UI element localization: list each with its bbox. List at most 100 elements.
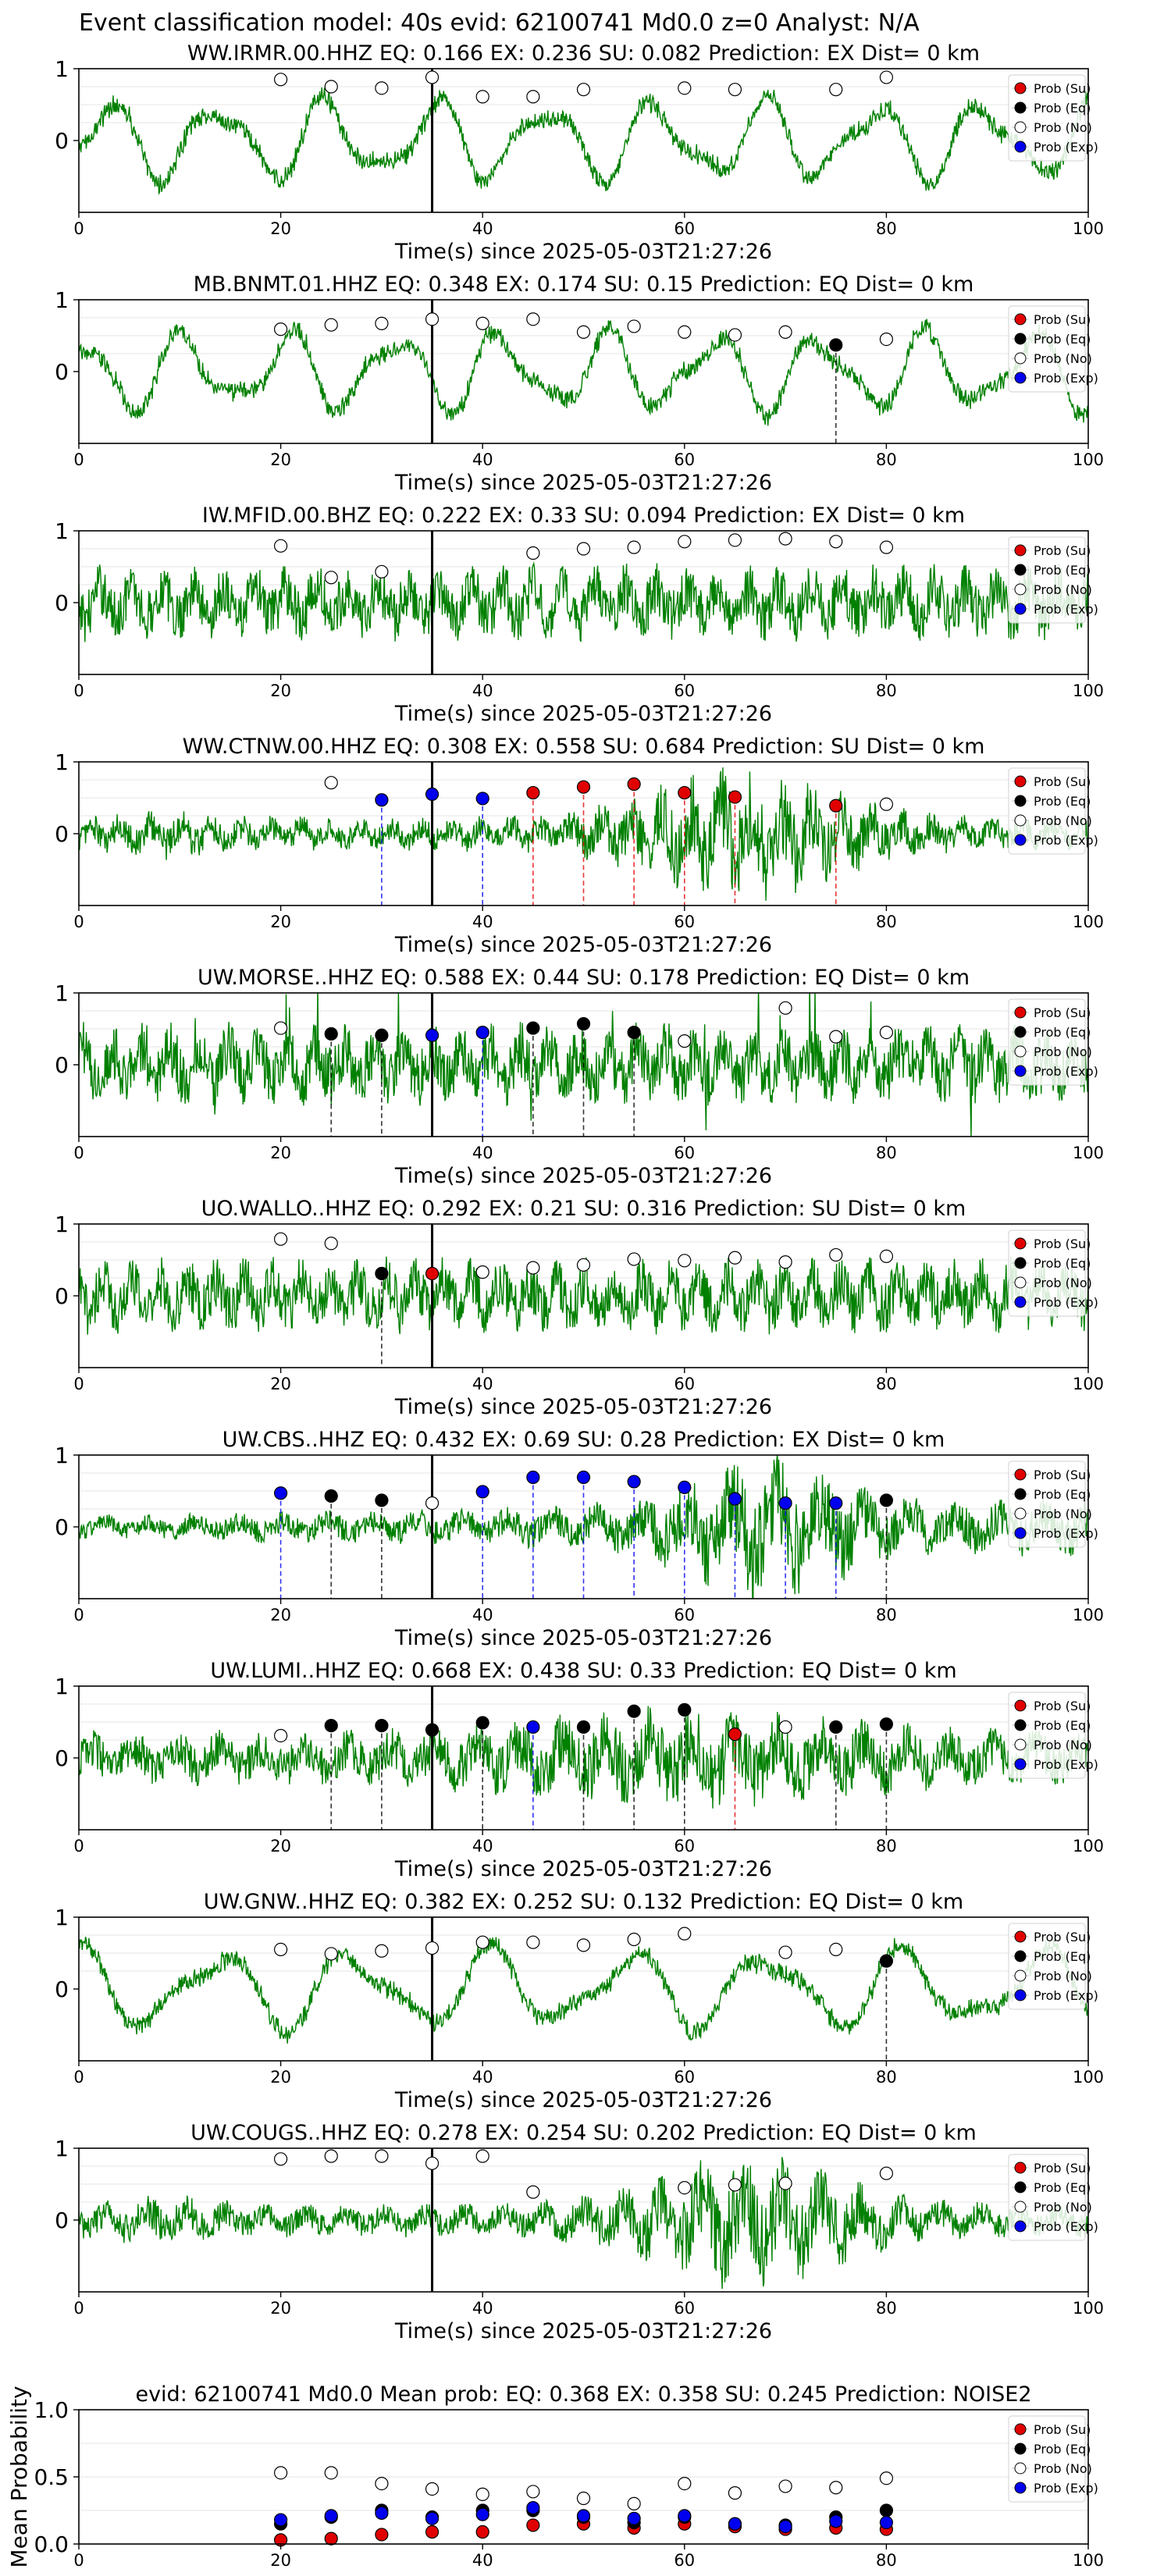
prob-marker-no [778, 325, 792, 339]
x-tick-label: 60 [674, 2299, 695, 2318]
y-tick-label: 1 [55, 1443, 69, 1468]
panel-title: UW.COUGS..HHZ EQ: 0.278 EX: 0.254 SU: 0.… [190, 2121, 977, 2145]
legend: Prob (Su) Prob (Eq) Prob (No) Prob (Exp) [1008, 2415, 1098, 2503]
prob-marker-exp [728, 1492, 742, 1506]
x-tick-label: 60 [674, 1144, 695, 1162]
prob-marker-su [829, 799, 843, 813]
mean-marker-su [425, 2524, 440, 2539]
y-tick-label: 0 [55, 1514, 69, 1540]
prob-marker-no [879, 540, 894, 554]
x-tick-label: 100 [1073, 1837, 1104, 1856]
prob-marker-no [576, 542, 591, 556]
prob-marker-exp [375, 793, 389, 807]
prob-marker-no [475, 1935, 489, 1949]
x-tick-label: 80 [876, 681, 897, 700]
panel-title: UW.CBS..HHZ EQ: 0.432 EX: 0.69 SU: 0.28 … [222, 1428, 945, 1452]
legend-marker-no [1014, 352, 1027, 365]
legend-label-exp: Prob (Exp) [1034, 1526, 1098, 1541]
prob-marker-no [526, 2185, 540, 2199]
legend-marker-exp [1014, 834, 1027, 846]
waveform-trace [79, 2157, 1088, 2290]
prob-marker-no [425, 1941, 440, 1955]
prob-marker-no [678, 1254, 692, 1268]
prob-marker-no [475, 316, 489, 330]
legend-label-exp: Prob (Exp) [1034, 1988, 1098, 2003]
legend-marker-eq [1014, 1026, 1027, 1038]
mean-marker-exp [526, 2500, 540, 2515]
prob-marker-eq [375, 1266, 389, 1281]
prob-marker-no [274, 539, 288, 553]
legend-label-eq: Prob (Eq) [1034, 101, 1091, 116]
y-tick-label: 1.0 [34, 2397, 69, 2423]
mean-marker-no [526, 2485, 540, 2499]
legend-marker-exp [1014, 1989, 1027, 2001]
prob-marker-no [576, 83, 591, 97]
x-tick-label: 60 [674, 1606, 695, 1624]
station-panel-1: WW.IRMR.00.HHZ EQ: 0.166 EX: 0.236 SU: 0… [55, 41, 1104, 264]
legend-label-su: Prob (Su) [1034, 1930, 1091, 1944]
legend-marker-su [1014, 2423, 1027, 2435]
legend-marker-eq [1014, 333, 1027, 345]
prob-marker-exp [778, 1496, 792, 1510]
legend-marker-eq [1014, 1488, 1027, 1500]
prob-marker-exp [678, 1480, 692, 1495]
panel-title: UW.GNW..HHZ EQ: 0.382 EX: 0.252 SU: 0.13… [204, 1890, 964, 1914]
prob-marker-eq [879, 1954, 894, 1968]
legend-marker-no [1014, 1045, 1027, 1058]
prob-marker-no [324, 80, 338, 94]
prob-marker-no [375, 81, 389, 95]
prob-marker-no [375, 316, 389, 330]
legend: Prob (Su) Prob (Eq) Prob (No) Prob (Exp) [1008, 305, 1098, 393]
y-axis-label: Mean Probability [6, 2386, 32, 2567]
prob-marker-no [274, 1728, 288, 1743]
x-tick-label: 80 [876, 450, 897, 469]
mean-marker-no [678, 2477, 692, 2491]
x-tick-label: 40 [472, 681, 493, 700]
prob-marker-no [425, 70, 440, 84]
prob-marker-su [627, 777, 641, 792]
waveform-trace [79, 318, 1088, 426]
x-tick-label: 20 [270, 913, 291, 931]
x-tick-label: 100 [1073, 219, 1104, 238]
legend: Prob (Su) Prob (Eq) Prob (No) Prob (Exp) [1008, 1229, 1098, 1317]
prob-marker-no [778, 2176, 792, 2190]
legend: Prob (Su) Prob (Eq) Prob (No) Prob (Exp) [1008, 1461, 1098, 1548]
prob-marker-exp [526, 1470, 540, 1485]
x-tick-label: 20 [270, 2068, 291, 2087]
prob-marker-no [274, 1232, 288, 1246]
mean-marker-no [829, 2481, 843, 2495]
x-tick-label: 100 [1073, 2068, 1104, 2087]
prob-marker-eq [324, 1026, 338, 1041]
mean-marker-exp [274, 2513, 288, 2527]
y-tick-label: 1 [55, 2136, 69, 2161]
y-tick-label: 1 [55, 56, 69, 82]
mean-marker-exp [778, 2520, 792, 2534]
y-tick-label: 0 [55, 1976, 69, 2002]
prob-marker-no [526, 90, 540, 104]
legend-label-exp: Prob (Exp) [1034, 2481, 1098, 2496]
legend-marker-su [1014, 775, 1027, 788]
legend-label-no: Prob (No) [1034, 2461, 1092, 2476]
legend-marker-no [1014, 2201, 1027, 2213]
legend-marker-eq [1014, 795, 1027, 807]
prob-marker-no [778, 1001, 792, 1015]
prob-marker-no [324, 1947, 338, 1961]
mean-marker-no [576, 2491, 591, 2506]
x-tick-label: 20 [270, 681, 291, 700]
legend-marker-exp [1014, 1758, 1027, 1770]
legend-label-exp: Prob (Exp) [1034, 1295, 1098, 1310]
legend-marker-exp [1014, 141, 1027, 153]
y-tick-label: 0 [55, 1283, 69, 1309]
legend-label-su: Prob (Su) [1034, 2422, 1091, 2437]
legend: Prob (Su) Prob (Eq) Prob (No) Prob (Exp) [1008, 536, 1098, 624]
x-axis-label: Time(s) since 2025-05-03T21:27:26 [394, 702, 772, 726]
prob-marker-eq [879, 1493, 894, 1507]
mean-marker-exp [829, 2514, 843, 2528]
x-tick-label: 80 [876, 1606, 897, 1624]
x-tick-label: 40 [472, 1144, 493, 1162]
prob-marker-su [526, 785, 540, 800]
legend-marker-eq [1014, 1950, 1027, 1962]
prob-marker-no [324, 776, 338, 790]
figure-title: Event classification model: 40s evid: 62… [79, 9, 920, 37]
mean-marker-exp [728, 2517, 742, 2531]
